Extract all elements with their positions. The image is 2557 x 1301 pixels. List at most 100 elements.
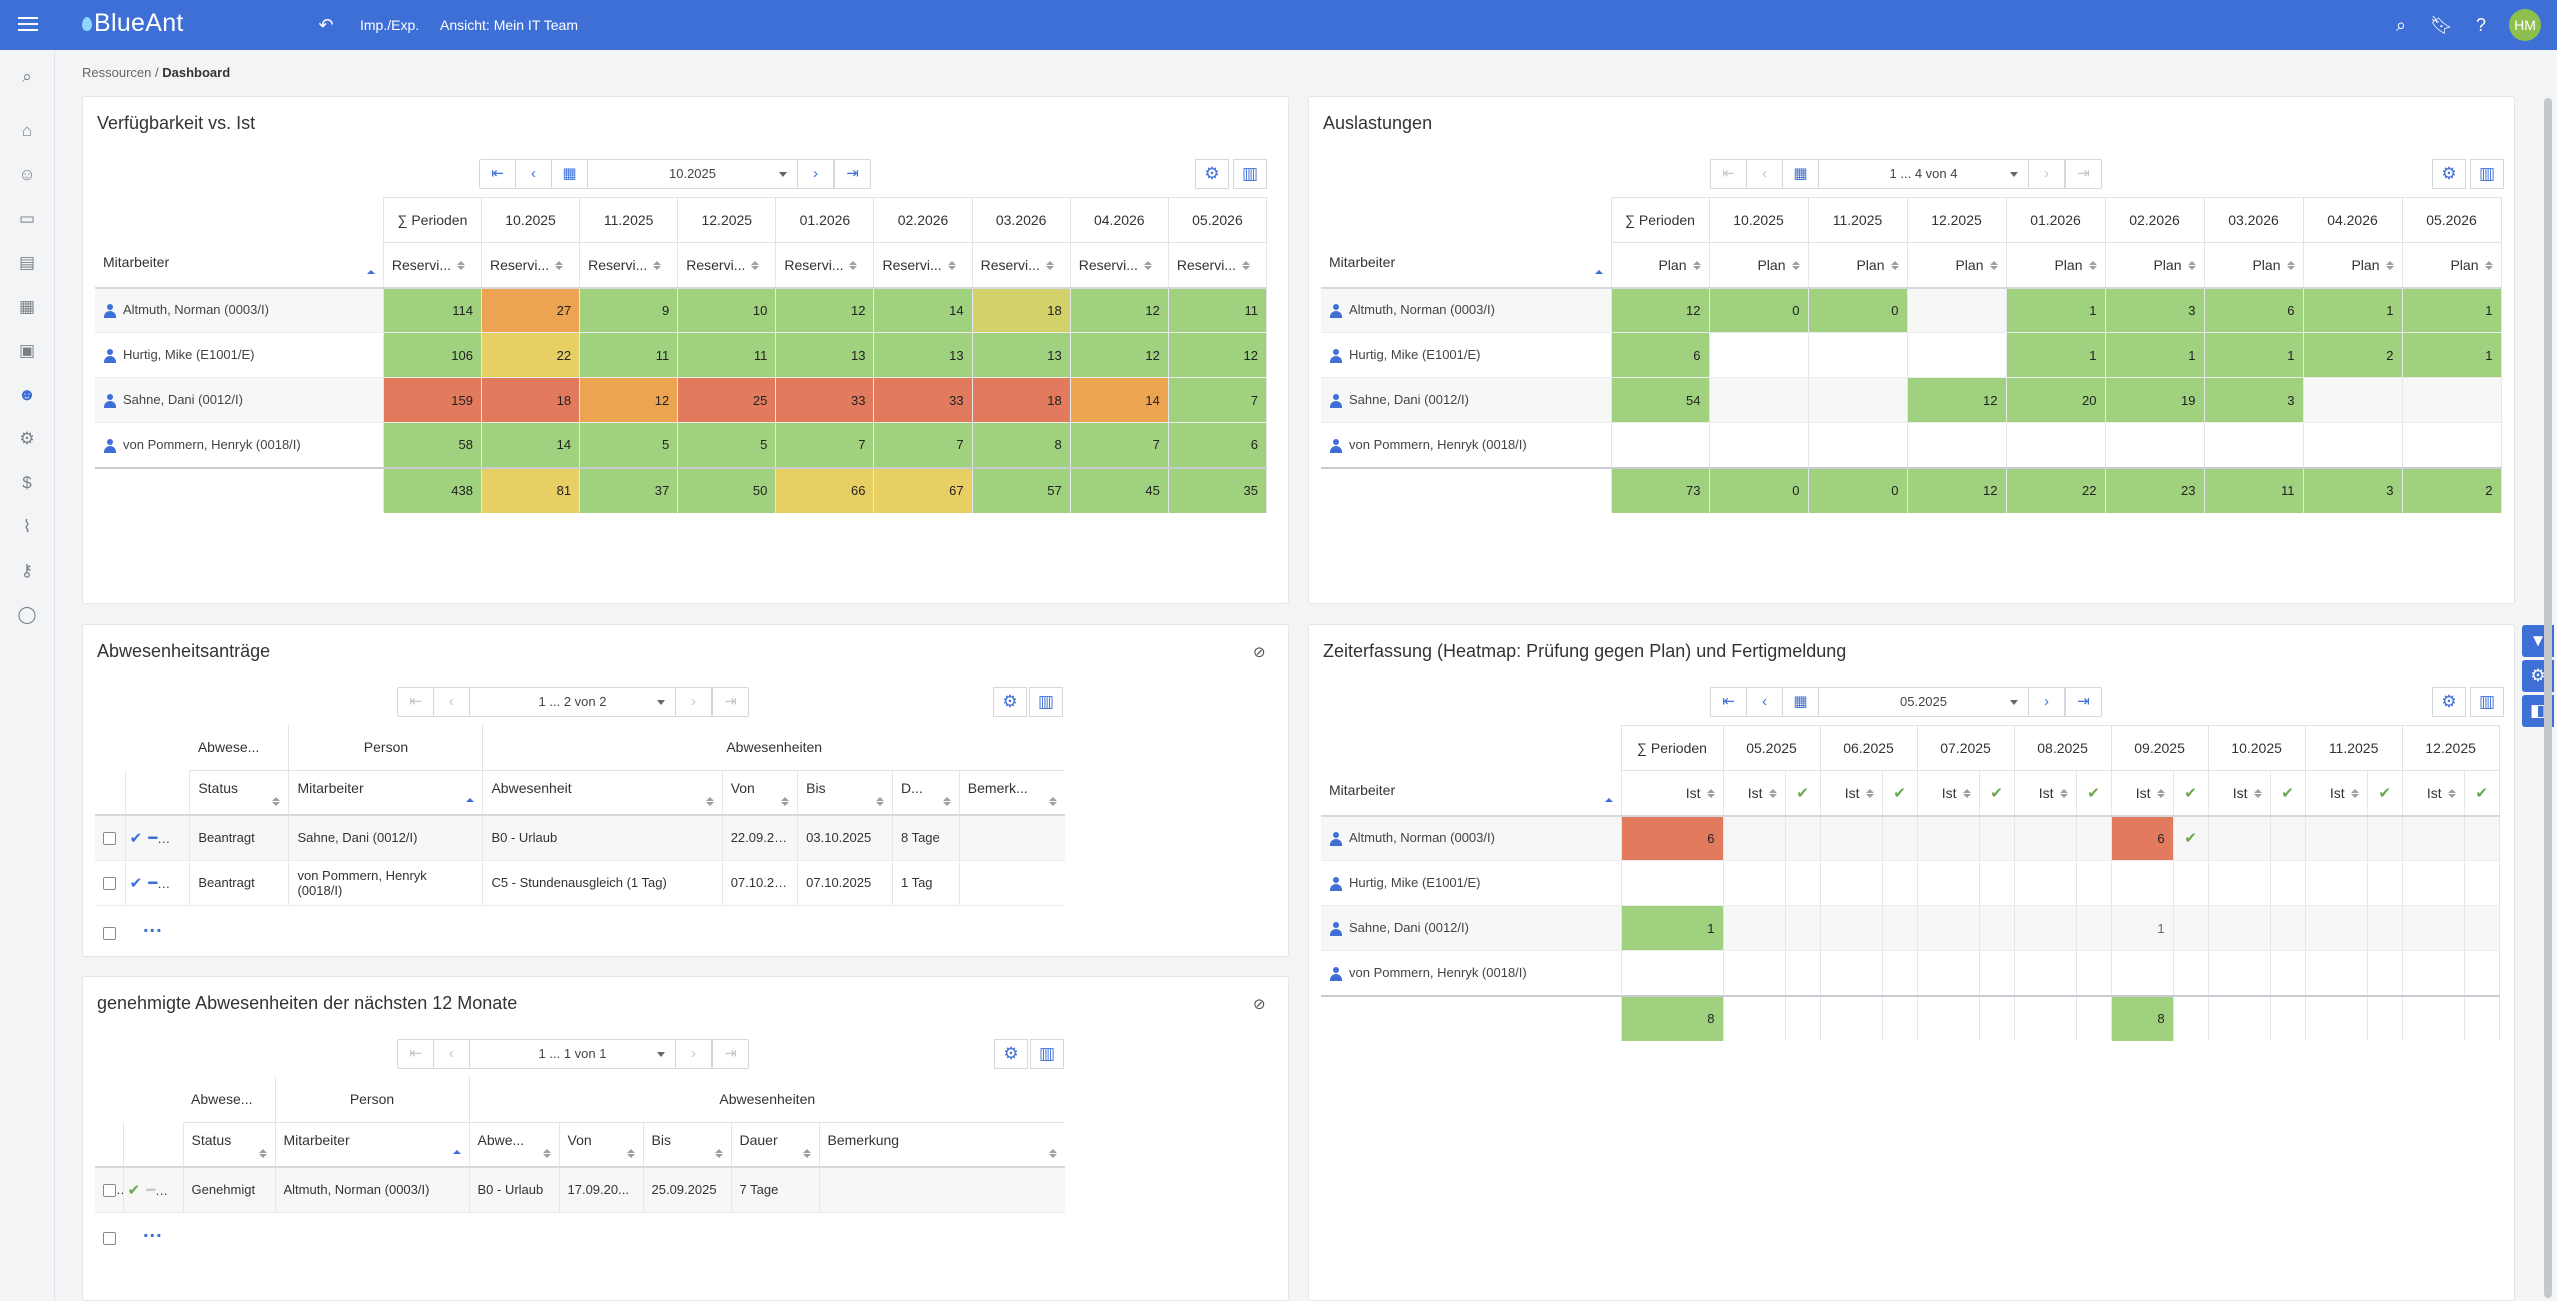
settings-icon[interactable]: ⚙ bbox=[2432, 159, 2466, 189]
column-header-dauer[interactable]: Dauer bbox=[731, 1122, 820, 1168]
column-header-mitarbeiter[interactable]: Mitarbeiter bbox=[95, 242, 384, 289]
row-checkbox[interactable] bbox=[103, 877, 116, 891]
value-cell[interactable]: 159 bbox=[383, 377, 482, 423]
column-header-done[interactable]: ✔ bbox=[1979, 770, 2015, 817]
reject-icon[interactable]: ━ bbox=[146, 1181, 156, 1199]
column-header-von[interactable]: Von bbox=[559, 1122, 644, 1168]
value-cell[interactable]: 1 bbox=[2006, 332, 2106, 378]
sort-icon[interactable] bbox=[272, 797, 281, 807]
sort-icon[interactable] bbox=[2088, 261, 2097, 271]
value-cell[interactable]: 58 bbox=[383, 422, 482, 468]
next-icon[interactable]: › bbox=[2029, 160, 2065, 188]
value-cell[interactable] bbox=[2014, 950, 2077, 996]
sort-icon[interactable] bbox=[2350, 789, 2359, 799]
value-cell[interactable] bbox=[2303, 422, 2403, 468]
done-cell[interactable] bbox=[2270, 815, 2306, 861]
scrollbar[interactable] bbox=[2544, 98, 2552, 1298]
column-header-abwesenheit[interactable]: Abwesenheit bbox=[482, 770, 723, 816]
value-cell[interactable] bbox=[1611, 422, 1710, 468]
done-cell[interactable] bbox=[2173, 860, 2209, 906]
column-header-done[interactable]: ✔ bbox=[2076, 770, 2112, 817]
column-header-ist[interactable]: Ist bbox=[1723, 770, 1786, 817]
column-header-mitarbeiter[interactable]: Mitarbeiter bbox=[1321, 770, 1622, 817]
sort-icon[interactable] bbox=[751, 261, 760, 271]
column-header-bis[interactable]: Bis bbox=[797, 770, 893, 816]
sort-icon[interactable] bbox=[366, 269, 375, 274]
value-cell[interactable] bbox=[1808, 332, 1908, 378]
last-icon[interactable]: ⇥ bbox=[2065, 688, 2101, 716]
value-cell[interactable]: 13 bbox=[775, 332, 875, 378]
value-cell[interactable]: 20 bbox=[2006, 377, 2106, 423]
value-cell[interactable]: 0 bbox=[1709, 287, 1809, 333]
columns-icon[interactable]: ▥ bbox=[1233, 159, 1267, 189]
table-row[interactable]: Sahne, Dani (0012/I) 159 18 12 25 33 33 … bbox=[95, 377, 1268, 423]
value-cell[interactable] bbox=[1820, 860, 1883, 906]
column-header-done[interactable]: ✔ bbox=[2464, 770, 2500, 817]
done-cell[interactable] bbox=[2173, 950, 2209, 996]
attachment-icon[interactable]: ⌇ bbox=[22, 517, 32, 536]
avatar[interactable]: HM bbox=[2509, 9, 2541, 41]
eye-off-icon[interactable]: ⊘ bbox=[1253, 644, 1266, 661]
sort-icon[interactable] bbox=[2059, 789, 2068, 799]
sort-icon[interactable] bbox=[1692, 261, 1701, 271]
chat-icon[interactable]: ◯ bbox=[17, 605, 37, 624]
value-cell[interactable] bbox=[2402, 422, 2502, 468]
value-cell[interactable]: 19 bbox=[2105, 377, 2205, 423]
table-row[interactable]: Hurtig, Mike (E1001/E) 106 22 11 11 13 1… bbox=[95, 332, 1268, 378]
table-row[interactable]: Sahne, Dani (0012/I) 1 1 bbox=[1321, 905, 2500, 951]
home-icon[interactable]: ⌂ bbox=[21, 121, 33, 140]
column-header-ist[interactable]: Ist bbox=[1621, 770, 1724, 817]
reject-icon[interactable]: ━ bbox=[148, 829, 158, 847]
value-cell[interactable] bbox=[1907, 422, 2007, 468]
value-cell[interactable] bbox=[2208, 950, 2271, 996]
value-cell[interactable] bbox=[2305, 860, 2368, 906]
done-cell[interactable] bbox=[2270, 950, 2306, 996]
done-cell[interactable] bbox=[2270, 905, 2306, 951]
column-header-mitarbeiter[interactable]: Mitarbeiter bbox=[288, 770, 484, 816]
value-cell[interactable] bbox=[1709, 422, 1809, 468]
first-icon[interactable]: ⇤ bbox=[480, 160, 516, 188]
sort-icon[interactable] bbox=[456, 261, 465, 271]
column-header-ist[interactable]: Ist bbox=[2208, 770, 2271, 817]
value-cell[interactable] bbox=[1808, 422, 1908, 468]
done-cell[interactable] bbox=[1979, 860, 2015, 906]
period-select[interactable]: 05.2025 bbox=[1819, 688, 2029, 716]
column-header-done[interactable]: ✔ bbox=[1785, 770, 1821, 817]
search-icon[interactable]: ⌕ bbox=[22, 67, 32, 86]
done-cell[interactable] bbox=[2464, 860, 2500, 906]
column-header-status[interactable]: Status bbox=[189, 770, 290, 816]
value-cell[interactable]: 18 bbox=[481, 377, 581, 423]
first-icon[interactable]: ⇤ bbox=[1711, 160, 1747, 188]
table-row[interactable]: Sahne, Dani (0012/I) 54 12 20 19 3 bbox=[1321, 377, 2502, 423]
sort-icon[interactable] bbox=[1890, 261, 1899, 271]
value-cell[interactable]: 6 bbox=[2204, 287, 2304, 333]
column-header-plan[interactable]: Plan bbox=[1611, 242, 1710, 289]
sort-icon[interactable] bbox=[452, 1150, 461, 1155]
employee-cell[interactable]: Sahne, Dani (0012/I) bbox=[1321, 905, 1622, 951]
value-cell[interactable]: 0 bbox=[1808, 287, 1908, 333]
value-cell[interactable] bbox=[2111, 860, 2174, 906]
value-cell[interactable]: 14 bbox=[873, 287, 973, 333]
view-selector[interactable]: Ansicht: Mein IT Team bbox=[440, 17, 578, 33]
value-cell[interactable]: 18 bbox=[972, 287, 1071, 333]
done-cell[interactable] bbox=[2367, 950, 2403, 996]
sort-icon[interactable] bbox=[1143, 261, 1152, 271]
value-cell[interactable] bbox=[1820, 905, 1883, 951]
column-header-plan[interactable]: Plan bbox=[2105, 242, 2205, 289]
help-icon[interactable]: ? bbox=[2475, 15, 2486, 35]
sort-icon[interactable] bbox=[2253, 789, 2262, 799]
employee-cell[interactable]: von Pommern, Henryk (0018/I) bbox=[1321, 422, 1612, 468]
settings-icon[interactable]: ⚙ bbox=[994, 1039, 1028, 1069]
column-header-done[interactable]: ✔ bbox=[2270, 770, 2306, 817]
employee-cell[interactable]: von Pommern, Henryk (0018/I) bbox=[1321, 950, 1622, 996]
value-cell[interactable] bbox=[1723, 860, 1786, 906]
sort-icon[interactable] bbox=[1049, 797, 1057, 807]
value-cell[interactable]: 10 bbox=[677, 287, 777, 333]
sort-icon[interactable] bbox=[626, 1149, 635, 1159]
column-header-done[interactable]: ✔ bbox=[2367, 770, 2403, 817]
value-cell[interactable] bbox=[2204, 422, 2304, 468]
done-cell[interactable] bbox=[2464, 950, 2500, 996]
value-cell[interactable] bbox=[1917, 860, 1980, 906]
column-header-von[interactable]: Von bbox=[722, 770, 799, 816]
value-cell[interactable] bbox=[1917, 950, 1980, 996]
